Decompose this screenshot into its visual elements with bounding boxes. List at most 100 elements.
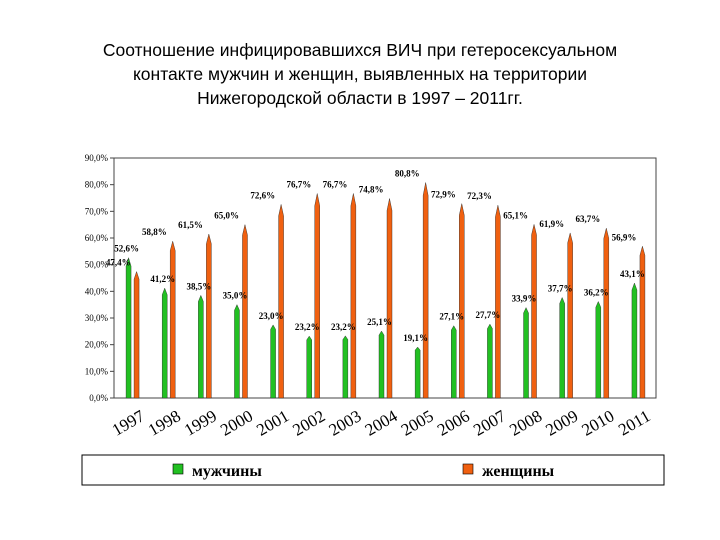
data-label-women-2010: 63,7% — [576, 214, 601, 224]
x-tick-label-2011: 2011 — [615, 406, 653, 439]
data-label-men-2001: 23,0% — [259, 311, 284, 321]
chart-title: Соотношение инфицировавшихся ВИЧ при гет… — [40, 38, 680, 110]
x-tick-label-2007: 2007 — [470, 406, 509, 440]
bar-men-1997 — [125, 257, 132, 399]
data-label-women-2001: 72,6% — [250, 190, 275, 200]
data-label-women-2000: 65,0% — [214, 211, 239, 221]
bar-women-2008 — [531, 224, 537, 399]
data-label-men-2002: 23,2% — [295, 322, 320, 332]
bar-men-2007 — [487, 323, 493, 399]
data-label-men-1999: 38,5% — [186, 281, 211, 291]
y-tick-label: 40,0% — [85, 286, 109, 296]
y-axis: 0,0% 10,0% 20,0% 30,0% 40,0% 50,0% 60,0% 70,0% 8… — [85, 153, 114, 403]
data-label-women-2009: 61,9% — [539, 219, 564, 229]
data-label-women-2002: 76,7% — [286, 179, 311, 189]
bar-women-2009 — [567, 232, 573, 399]
bar-men-2006 — [451, 325, 457, 399]
data-label-men-2003: 23,2% — [331, 322, 356, 332]
legend-frame — [81, 454, 665, 486]
data-label-men-2005: 19,1% — [403, 333, 428, 343]
bar-men-1998 — [161, 287, 168, 399]
bar-women-2007 — [495, 205, 501, 399]
bar-women-2001 — [278, 204, 284, 399]
bar-women-2002 — [314, 193, 320, 399]
legend-label-women: женщины — [482, 463, 555, 480]
plot-area-frame — [113, 157, 657, 399]
data-label-men-2006: 27,1% — [439, 312, 464, 322]
title-line-1: Соотношение инфицировавшихся ВИЧ при гет… — [102, 40, 618, 60]
data-label-women-2008: 65,1% — [503, 210, 528, 220]
x-tick-label-2003: 2003 — [326, 406, 365, 439]
x-tick-label-1997: 1997 — [109, 406, 148, 440]
y-tick-label: 30,0% — [85, 313, 109, 323]
bar-men-2000 — [234, 304, 240, 399]
bar-men-2011 — [631, 282, 638, 399]
bar-women-1998 — [169, 240, 176, 399]
bar-men-2008 — [523, 307, 529, 399]
bar-women-2003 — [350, 193, 357, 399]
data-label-women-2011: 56,9% — [612, 232, 637, 242]
bar-women-2004 — [386, 198, 393, 399]
data-label-men-2007: 27,7% — [476, 310, 501, 320]
data-label-men-2008: 33,9% — [512, 294, 537, 304]
data-label-men-1997: 52,6% — [114, 244, 139, 254]
x-tick-label-2000: 2000 — [217, 406, 256, 439]
data-label-men-2004: 25,1% — [367, 317, 392, 327]
data-label-women-2005: 80,8% — [395, 169, 420, 179]
bar-women-1999 — [206, 233, 212, 399]
x-tick-label-2005: 2005 — [398, 406, 437, 439]
title-line-3: Нижегородской области в 1997 – 2011гг. — [197, 88, 523, 108]
bar-men-1999 — [198, 294, 204, 399]
y-tick-label: 0,0% — [89, 393, 108, 403]
bar-women-2011 — [639, 245, 646, 399]
data-label-women-2007: 72,3% — [467, 191, 492, 201]
y-tick-label: 90,0% — [85, 153, 109, 163]
x-tick-label-1998: 1998 — [145, 406, 184, 439]
legend-swatch-women — [462, 463, 474, 475]
data-label-women-1997: 47,4% — [106, 258, 131, 268]
x-tick-label-2004: 2004 — [362, 406, 401, 440]
y-tick-label: 70,0% — [85, 206, 109, 216]
x-tick-label-2010: 2010 — [579, 406, 618, 439]
data-label-men-1998: 41,2% — [150, 274, 175, 284]
bar-women-2005 — [422, 182, 429, 399]
data-label-women-2004: 74,8% — [359, 185, 384, 195]
bar-men-2001 — [270, 324, 276, 399]
x-tick-label-2001: 2001 — [253, 406, 292, 439]
data-label-men-2010: 36,2% — [584, 287, 609, 297]
bar-men-2010 — [595, 300, 601, 399]
y-tick-label: 60,0% — [85, 233, 109, 243]
bar-women-1997 — [133, 270, 140, 399]
data-label-women-1998: 58,8% — [142, 227, 167, 237]
bar-men-2003 — [342, 335, 349, 399]
data-label-men-2011: 43,1% — [620, 269, 645, 279]
data-labels-layer: 52,6% 47,4% 41,2% 58,8% 38,5% 61,5% 35,0% 65,0%… — [106, 169, 645, 344]
x-tick-label-2009: 2009 — [542, 406, 581, 439]
bar-women-2006 — [459, 203, 465, 399]
x-tick-label-2002: 2002 — [289, 406, 328, 439]
bar-women-2000 — [242, 224, 248, 399]
data-label-men-2000: 35,0% — [223, 291, 248, 301]
data-label-men-2009: 37,7% — [548, 283, 573, 293]
x-tick-label-2006: 2006 — [434, 406, 473, 439]
x-tick-label-2008: 2008 — [506, 406, 545, 439]
legend-label-men: мужчины — [192, 463, 262, 480]
bar-men-2004 — [378, 330, 385, 399]
bar-men-2002 — [306, 335, 312, 399]
title-line-2: контакте мужчин и женщин, выявленных на … — [132, 64, 588, 84]
y-tick-label: 10,0% — [85, 366, 109, 376]
legend-swatch-men — [172, 463, 184, 475]
x-axis: 1997199819992000200120022003200420052006… — [109, 406, 654, 440]
bar-men-2005 — [414, 346, 421, 399]
bar-men-2009 — [559, 296, 565, 399]
y-tick-label: 20,0% — [85, 340, 109, 350]
y-tick-label: 50,0% — [85, 260, 109, 270]
legend: мужчины женщины — [81, 454, 665, 486]
data-label-women-2003: 76,7% — [323, 179, 348, 189]
bar-women-2010 — [603, 228, 609, 399]
y-tick-label: 80,0% — [85, 180, 109, 190]
data-label-women-1999: 61,5% — [178, 220, 203, 230]
bars-layer — [125, 182, 646, 399]
x-tick-label-1999: 1999 — [181, 406, 220, 439]
